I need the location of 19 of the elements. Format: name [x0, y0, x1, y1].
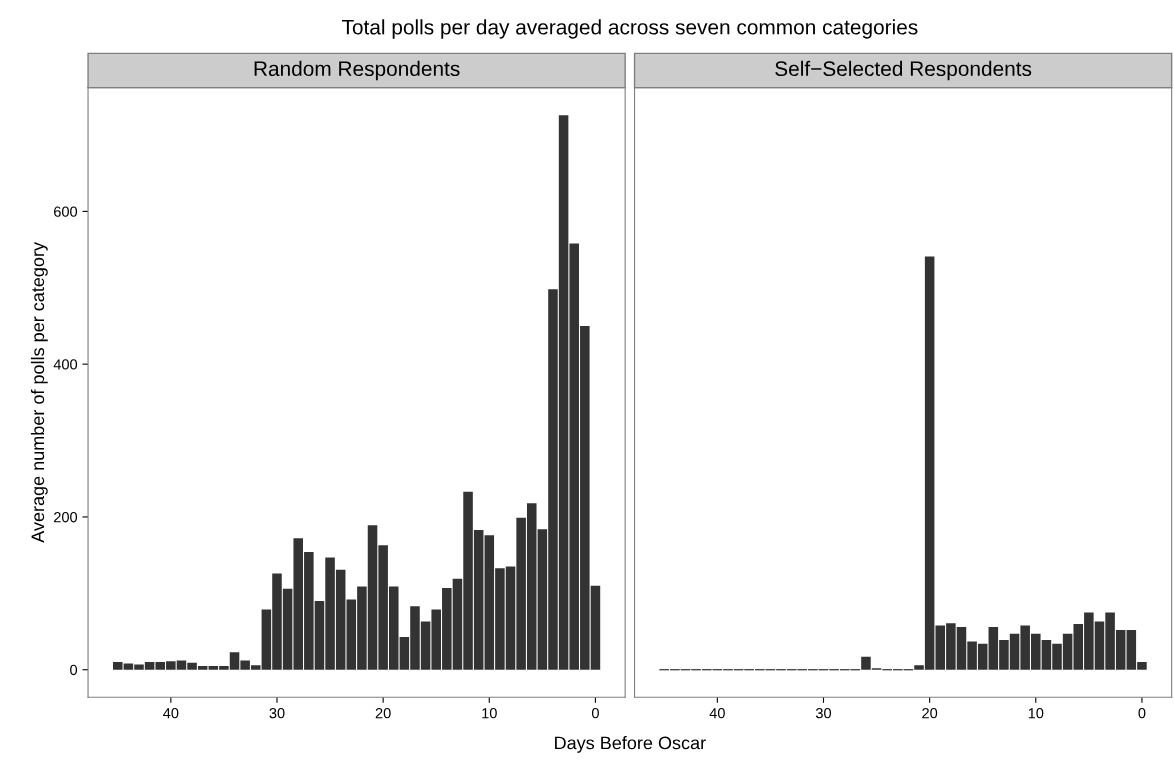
- x-tick-label: 10: [1028, 708, 1044, 719]
- text: Total polls per day averaged across seven common categories: [342, 19, 918, 39]
- x-tick-label: 30: [815, 708, 832, 719]
- x-tick-label: 0: [1138, 708, 1146, 719]
- x-axis-title: Days Before Oscar: [555, 736, 706, 753]
- x-tick-label: 20: [375, 708, 391, 719]
- y-tick-label: 0: [70, 664, 78, 676]
- chart-title: Self−Selected Respondents: [775, 60, 1032, 81]
- x-tick-label: 10: [482, 708, 497, 719]
- y-axis-title: Average number of polls per category: [30, 242, 48, 543]
- y-tick-label: 400: [53, 359, 78, 370]
- y-tick-label: 600: [54, 206, 78, 217]
- x-tick-label: 20: [922, 708, 938, 719]
- x-tick-label: 30: [269, 708, 285, 719]
- y-tick-label: 200: [54, 512, 78, 523]
- chart-title: Random Respondents: [254, 60, 460, 81]
- x-tick-label: 40: [709, 708, 725, 719]
- x-tick-label: 40: [163, 708, 179, 719]
- x-tick-label: 0: [591, 708, 599, 719]
